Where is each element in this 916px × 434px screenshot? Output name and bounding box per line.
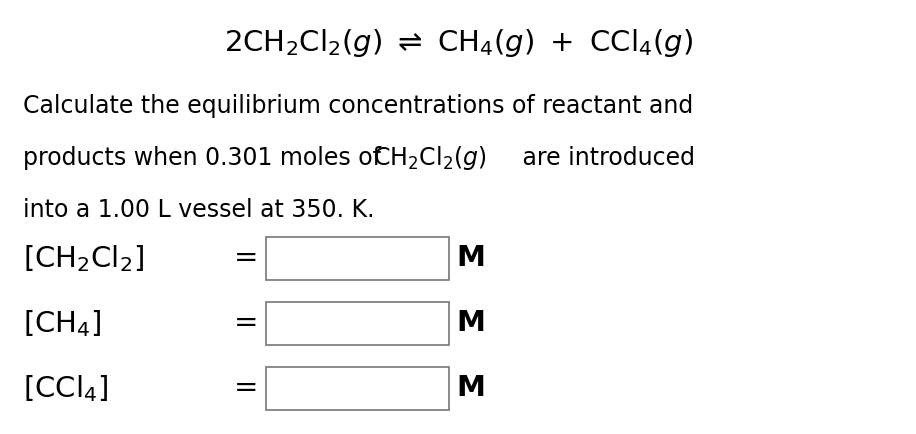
- Text: $\mathsf{[CCl_4]}$: $\mathsf{[CCl_4]}$: [23, 373, 108, 404]
- Text: are introduced: are introduced: [515, 146, 695, 171]
- Text: $\mathsf{[CH_2Cl_2]}$: $\mathsf{[CH_2Cl_2]}$: [23, 243, 144, 273]
- Text: $\mathsf{2CH_2Cl_2(}$$\mathit{g}$$\mathsf{)\ \rightleftharpoons\ CH_4(}$$\mathit: $\mathsf{2CH_2Cl_2(}$$\mathit{g}$$\maths…: [224, 27, 692, 59]
- Text: M: M: [456, 309, 485, 337]
- Text: $\mathsf{CH_2Cl_2(}$$\mathit{g}$$\mathsf{)}$: $\mathsf{CH_2Cl_2(}$$\mathit{g}$$\mathsf…: [373, 145, 486, 172]
- Text: Calculate the equilibrium concentrations of reactant and: Calculate the equilibrium concentrations…: [23, 94, 693, 118]
- Text: M: M: [456, 375, 485, 402]
- Text: =: =: [234, 375, 258, 402]
- Text: into a 1.00 L vessel at 350. K.: into a 1.00 L vessel at 350. K.: [23, 198, 375, 223]
- Text: =: =: [234, 309, 258, 337]
- FancyBboxPatch shape: [266, 367, 449, 410]
- Text: =: =: [234, 244, 258, 272]
- Text: products when 0.301 moles of: products when 0.301 moles of: [23, 146, 388, 171]
- Text: $\mathsf{[CH_4]}$: $\mathsf{[CH_4]}$: [23, 308, 102, 339]
- Text: M: M: [456, 244, 485, 272]
- FancyBboxPatch shape: [266, 302, 449, 345]
- FancyBboxPatch shape: [266, 237, 449, 280]
